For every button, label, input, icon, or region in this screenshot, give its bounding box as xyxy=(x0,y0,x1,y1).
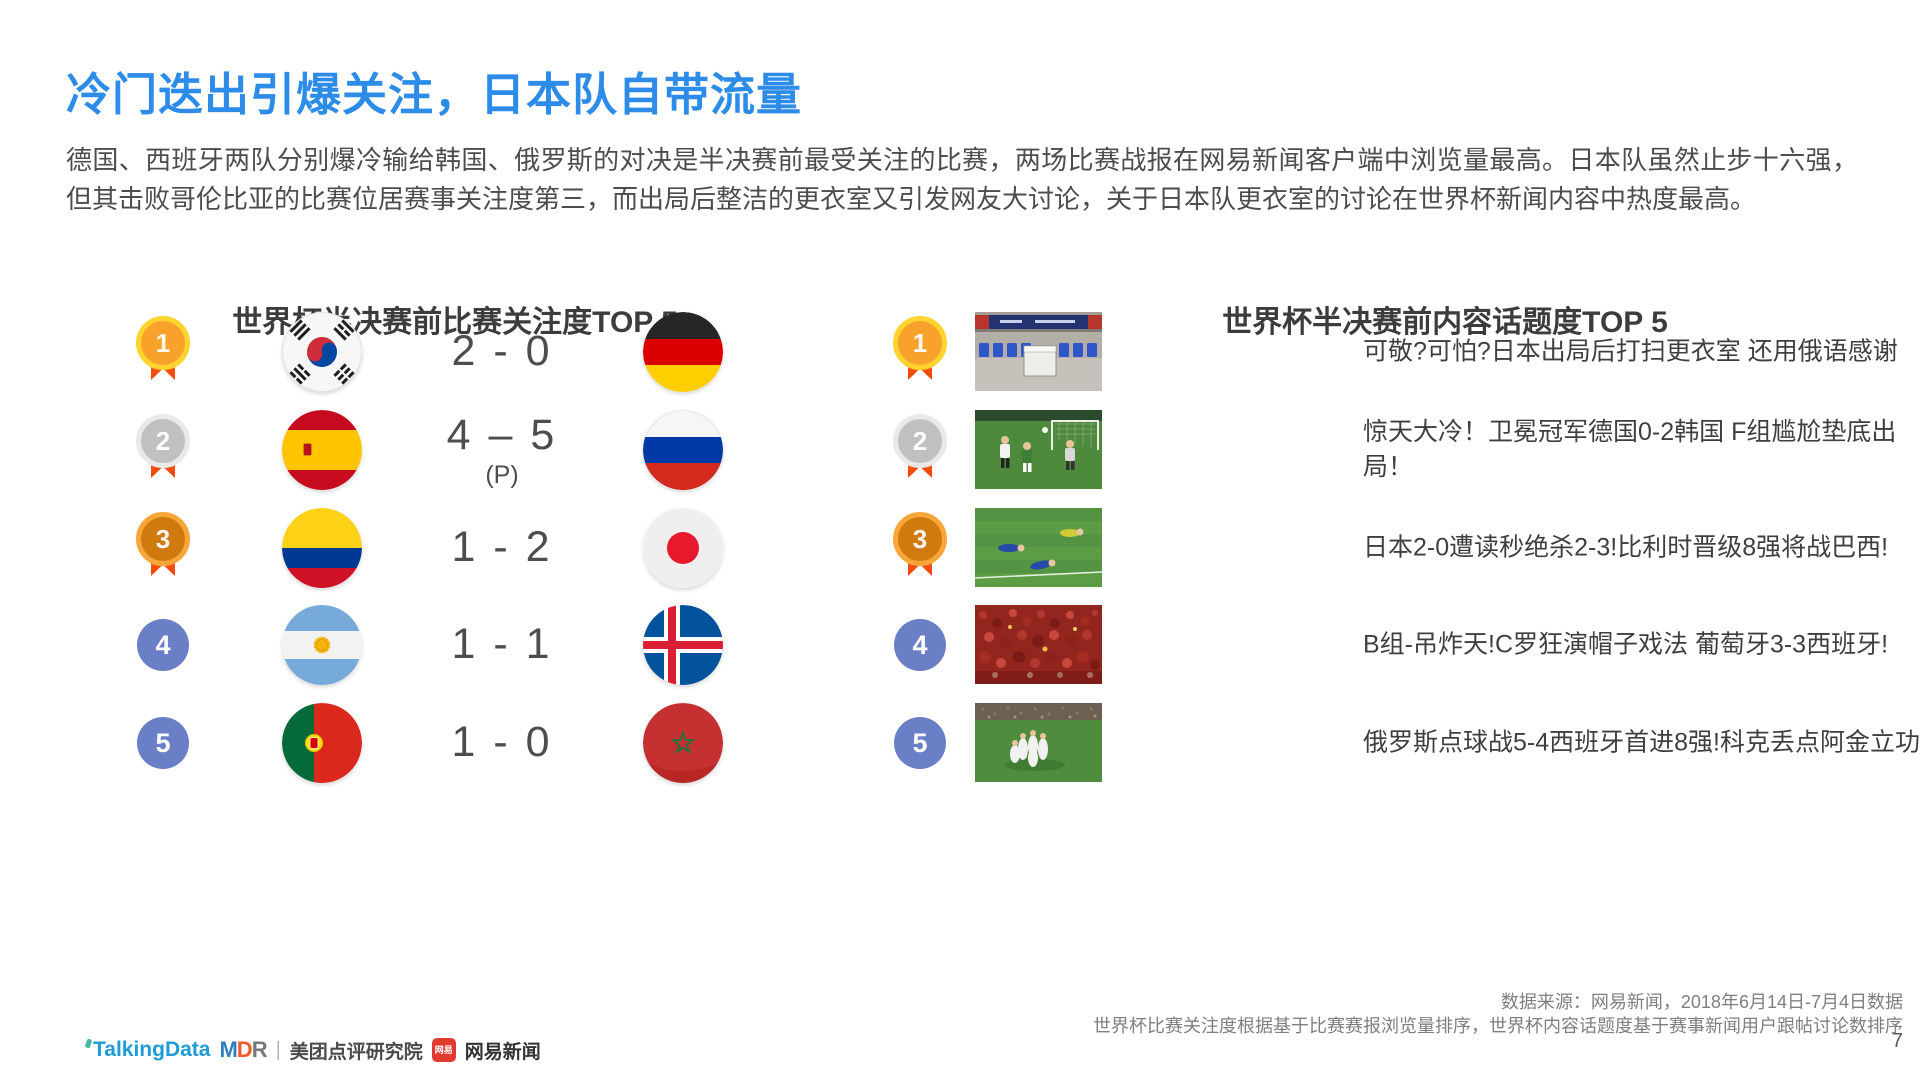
japan-dressing-room-photo xyxy=(975,312,1102,391)
source-line-1: 数据来源：网易新闻，2018年6月14日-7月4日数据 xyxy=(1500,992,1903,1012)
rank-3-medal-icon: 3 xyxy=(135,508,191,588)
rank-1-medal-icon: 1 xyxy=(135,312,191,392)
match-row-3: 3 1 - 2 xyxy=(66,508,896,588)
rank-4-badge-icon: 4 xyxy=(135,605,191,685)
rank-1-medal-icon: 1 xyxy=(892,312,948,392)
rank-number: 1 xyxy=(912,327,928,358)
page-number: 7 xyxy=(1891,1030,1903,1052)
match-score: 2 - 0 xyxy=(451,327,553,375)
rank-number: 2 xyxy=(155,425,171,456)
match-row-1: 1 2 - 0 xyxy=(66,312,896,392)
topic-row-2: 2 惊天大冷！卫冕冠军德国0-2韩国 F组尴尬垫底出局！ xyxy=(880,410,1920,490)
topic-row-5: 5 俄罗斯点球战5-4西班牙首进8强!科克丢点阿金立功 xyxy=(880,703,1920,783)
source-line-2: 世界杯比赛关注度根据基于比赛赛报浏览量排序，世界杯内容话题度基于赛事新闻用户跟帖… xyxy=(1093,1016,1903,1036)
match-row-2: 2 4 – 5 (P) xyxy=(66,410,896,490)
portugal-fans-photo xyxy=(975,605,1102,684)
rank-number: 3 xyxy=(155,523,171,554)
page-title: 冷门迭出引爆关注，日本队自带流量 xyxy=(66,69,803,120)
south-korea-flag-icon xyxy=(282,312,362,392)
mdr-logo: MDR xyxy=(219,1037,267,1062)
colombia-flag-icon xyxy=(282,508,362,588)
match-score: 1 - 1 xyxy=(451,620,553,668)
topic-headline: 可敬?可怕?日本出局后打扫更衣室 还用俄语感谢 xyxy=(1363,337,1898,366)
japan-belgium-match-photo xyxy=(975,508,1102,587)
topic-row-4: 4 B组-吊炸天!C罗狂演帽子戏法 葡萄牙3-3西班牙! xyxy=(880,605,1920,685)
intro-paragraph: 德国、西班牙两队分别爆冷输给韩国、俄罗斯的对决是半决赛前最受关注的比赛，两场比赛… xyxy=(66,145,1858,214)
rank-2-medal-icon: 2 xyxy=(135,410,191,490)
rank-2-medal-icon: 2 xyxy=(892,410,948,490)
netease-news-label: 网易新闻 xyxy=(464,1041,541,1063)
argentina-flag-icon xyxy=(282,605,362,685)
rank-number: 5 xyxy=(155,727,171,758)
germany-korea-match-photo xyxy=(975,410,1102,489)
germany-flag-icon xyxy=(643,312,723,392)
talkingdata-logo: TalkingData xyxy=(84,1038,210,1062)
topic-headline: B组-吊炸天!C罗狂演帽子戏法 葡萄牙3-3西班牙! xyxy=(1363,630,1889,659)
match-score: 4 – 5 (P) xyxy=(446,410,558,489)
topic-headline: 日本2-0遭读秒绝杀2-3!比利时晋级8强将战巴西! xyxy=(1363,533,1889,562)
russia-celebration-photo xyxy=(975,703,1102,782)
rank-number: 2 xyxy=(912,425,928,456)
rank-number: 1 xyxy=(155,327,171,358)
meituan-research-label: 美团点评研究院 xyxy=(289,1041,423,1063)
rank-number: 5 xyxy=(912,727,928,758)
match-row-5: 5 1 - 0 xyxy=(66,703,896,783)
spain-flag-icon xyxy=(282,410,362,490)
rank-5-badge-icon: 5 xyxy=(892,703,948,783)
topic-row-3: 3 日本2-0遭读秒绝杀2-3!比利时晋级8强将战巴西! xyxy=(880,508,1920,588)
rank-3-medal-icon: 3 xyxy=(892,508,948,588)
rank-number: 4 xyxy=(912,629,928,660)
japan-flag-icon xyxy=(643,508,723,588)
logo-divider: | xyxy=(275,1038,281,1061)
portugal-flag-icon xyxy=(282,703,362,783)
topic-row-1: 1 可敬?可怕?日本出局后打扫更衣室 还用俄语感谢 xyxy=(880,312,1920,392)
data-source-note: 数据来源：网易新闻，2018年6月14日-7月4日数据 世界杯比赛关注度根据基于… xyxy=(1093,990,1903,1038)
rank-number: 4 xyxy=(155,629,171,660)
rank-4-badge-icon: 4 xyxy=(892,605,948,685)
rank-5-badge-icon: 5 xyxy=(135,703,191,783)
iceland-flag-icon xyxy=(643,605,723,685)
topic-headline: 俄罗斯点球战5-4西班牙首进8强!科克丢点阿金立功 xyxy=(1363,728,1920,757)
russia-flag-icon xyxy=(643,410,723,490)
match-row-4: 4 1 - 1 xyxy=(66,605,896,685)
netease-badge-icon: 网易 xyxy=(431,1038,456,1062)
match-score: 1 - 2 xyxy=(451,523,553,571)
talkingdata-tick-icon xyxy=(84,1038,93,1049)
match-score: 1 - 0 xyxy=(451,718,553,766)
topics-panel-title: 世界杯半决赛前内容话题度TOP 5 xyxy=(1222,306,1668,339)
rank-number: 3 xyxy=(912,523,928,554)
morocco-flag-icon xyxy=(643,703,723,783)
footer-logos: TalkingData MDR | 美团点评研究院 网易 网易新闻 xyxy=(84,1036,541,1064)
topic-headline: 惊天大冷！卫冕冠军德国0-2韩国 F组尴尬垫底出局！ xyxy=(1363,418,1897,481)
